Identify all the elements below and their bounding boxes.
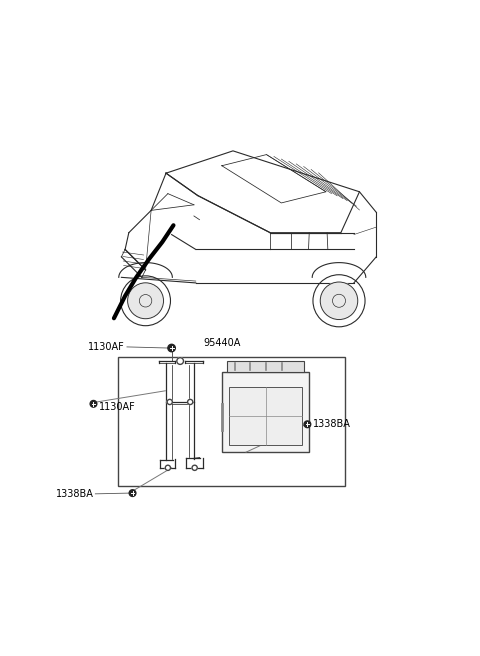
Circle shape (313, 275, 365, 327)
Bar (228, 361, 304, 372)
Bar (222, 372, 309, 452)
Text: 95440A: 95440A (203, 338, 240, 348)
Circle shape (128, 283, 164, 319)
Circle shape (90, 400, 97, 407)
Circle shape (304, 421, 311, 428)
Bar (229, 387, 302, 445)
Circle shape (177, 358, 183, 364)
Circle shape (188, 400, 193, 405)
Text: 1130AF: 1130AF (88, 342, 125, 352)
Text: 1338BA: 1338BA (313, 419, 351, 429)
Circle shape (167, 400, 172, 405)
Circle shape (165, 465, 170, 470)
Circle shape (192, 465, 197, 470)
Circle shape (129, 490, 136, 497)
Text: 1338BA: 1338BA (56, 489, 94, 499)
Text: 1130AF: 1130AF (99, 402, 135, 412)
Circle shape (168, 344, 175, 352)
Circle shape (120, 276, 170, 325)
Circle shape (320, 282, 358, 319)
Bar (118, 358, 345, 485)
